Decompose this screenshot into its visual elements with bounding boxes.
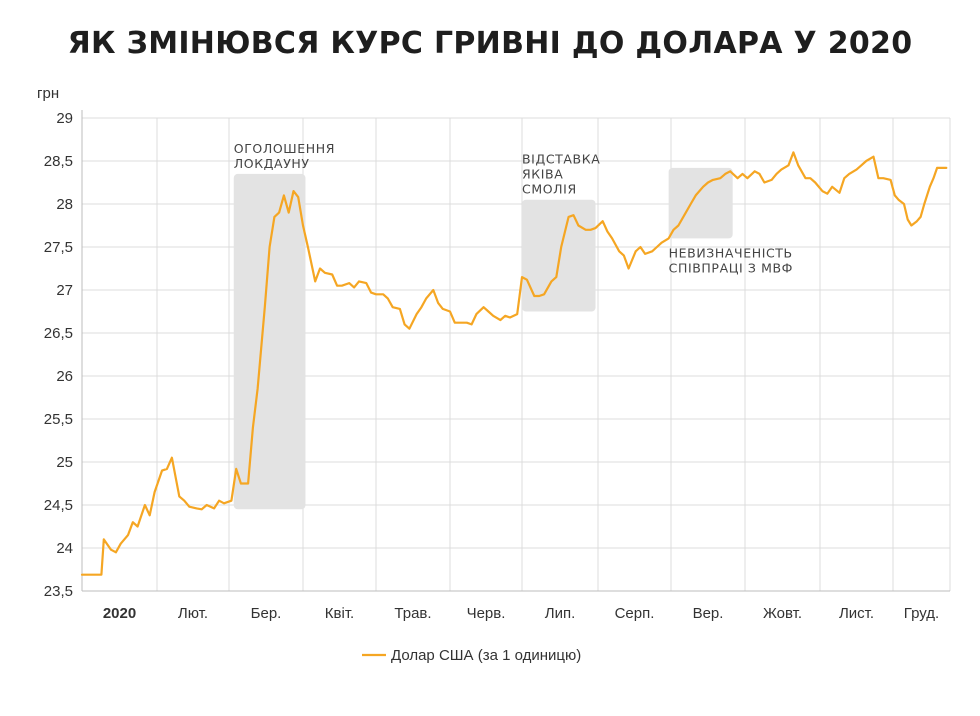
x-tick-label: Жовт. <box>763 605 802 622</box>
x-tick-label: Лист. <box>839 605 874 622</box>
y-tick-label: 25 <box>56 454 73 471</box>
x-tick-label: Лют. <box>178 605 208 622</box>
y-tick-label: 29 <box>56 110 73 127</box>
y-tick-label: 27,5 <box>44 239 73 256</box>
y-tick-label: 27 <box>56 282 73 299</box>
annotation-boxes <box>233 167 733 510</box>
y-tick-label: 24 <box>56 540 73 557</box>
y-tick-label: 23,5 <box>44 583 73 600</box>
legend: Долар США (за 1 одиницю) <box>362 647 581 664</box>
axes: 29 28,5 28 27,5 27 26,5 26 25,5 25 24,5 24 23,5 грн 2… <box>37 85 950 622</box>
annotation-label: ЯКІВА <box>522 167 563 182</box>
y-tick-label: 25,5 <box>44 411 73 428</box>
y-axis-label: грн <box>37 85 59 102</box>
y-tick-label: 28,5 <box>44 153 73 170</box>
legend-label: Долар США (за 1 одиницю) <box>391 647 581 664</box>
series-layer <box>80 151 948 576</box>
x-tick-label: 2020 <box>103 605 136 622</box>
annotation-label: СМОЛІЯ <box>522 182 577 197</box>
annotation-label: НЕВИЗНАЧЕНІСТЬ <box>669 245 793 260</box>
x-tick-label: Серп. <box>615 605 655 622</box>
y-tick-label: 26,5 <box>44 325 73 342</box>
y-tick-label: 24,5 <box>44 497 73 514</box>
x-tick-label: Черв. <box>467 605 506 622</box>
y-tick-label: 26 <box>56 368 73 385</box>
series-line <box>80 151 948 576</box>
annotation-label: ОГОЛОШЕННЯ <box>234 141 335 156</box>
annotation-label: ВІДСТАВКА <box>522 152 600 167</box>
annotation-box <box>233 173 306 510</box>
annotation-label: ЛОКДАУНУ <box>234 156 310 171</box>
y-tick-label: 28 <box>56 196 73 213</box>
x-tick-label: Квіт. <box>325 605 354 622</box>
x-tick-label: Бер. <box>251 605 282 622</box>
x-tick-label: Трав. <box>394 605 431 622</box>
chart-title: ЯК ЗМІНЮВСЯ КУРС ГРИВНІ ДО ДОЛАРА У 2020 <box>67 26 913 61</box>
annotation-box <box>668 167 733 239</box>
x-tick-label: Вер. <box>693 605 724 622</box>
x-tick-label: Лип. <box>545 605 576 622</box>
x-tick-label: Груд. <box>904 605 939 622</box>
annotation-label: СПІВПРАЦІ З МВФ <box>669 260 793 275</box>
